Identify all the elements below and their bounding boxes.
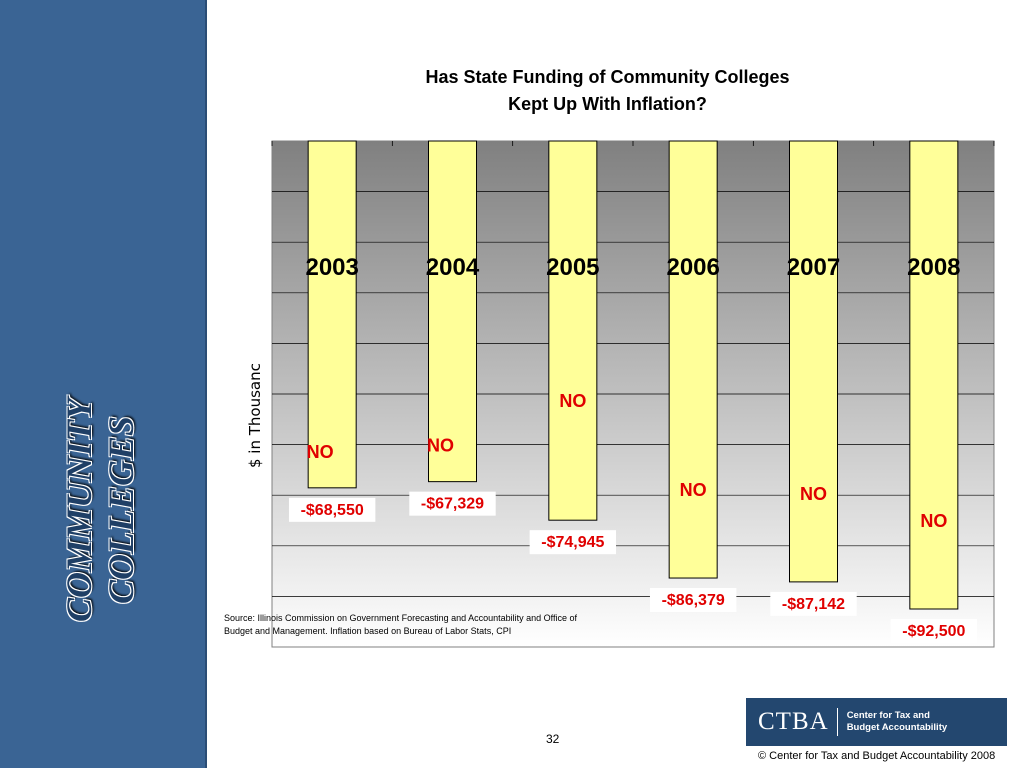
value-label: -$86,379 <box>662 592 725 609</box>
chart-title: Has State Funding of Community Colleges … <box>300 64 915 118</box>
chart-title-line2: Kept Up With Inflation? <box>508 94 707 114</box>
chart-title-line1: Has State Funding of Community Colleges <box>425 67 790 87</box>
logo-line1: Center for Tax and <box>846 710 930 721</box>
category-label: 2007 <box>787 254 840 281</box>
value-label: -$74,945 <box>541 534 604 551</box>
gridlines <box>271 141 995 597</box>
bar-2007 <box>789 140 838 583</box>
value-label-box <box>409 491 496 516</box>
answer-label: NO <box>920 511 947 531</box>
value-label: -$87,142 <box>782 596 845 613</box>
category-label: 2004 <box>426 254 480 281</box>
logo-line2: Budget Accountability <box>846 722 948 733</box>
value-label-box <box>288 497 376 522</box>
answer-label: NO <box>800 484 827 504</box>
answer-label: NO <box>559 391 586 411</box>
sidebar-panel: COMMUNITY COLLEGES <box>0 0 207 768</box>
bar-2008 <box>909 140 959 610</box>
value-label-box <box>529 530 617 555</box>
answer-label: NO <box>307 442 334 462</box>
value-label-box <box>890 619 978 643</box>
logo-text: Center for Tax and Budget Accountability <box>838 710 947 734</box>
logo-mark: CTBA <box>746 708 838 736</box>
value-label: -$92,500 <box>902 623 965 640</box>
category-label: 2008 <box>907 254 960 281</box>
bar-2003 <box>307 140 357 489</box>
copyright: © Center for Tax and Budget Accountabili… <box>758 750 996 762</box>
bar-2006 <box>668 140 718 579</box>
category-label: 2003 <box>305 254 358 281</box>
ctba-logo: CTBA Center for Tax and Budget Accountab… <box>746 698 1007 746</box>
bar-2005 <box>548 140 598 521</box>
bars <box>307 140 959 610</box>
value-label-box <box>649 588 737 613</box>
value-label-box <box>770 591 857 616</box>
answer-label: NO <box>680 480 707 500</box>
page-number: 32 <box>546 732 560 746</box>
source-note: Source: Illinois Commission on Governmen… <box>224 613 578 636</box>
bar-2004 <box>428 140 477 483</box>
value-label: -$68,550 <box>301 502 364 519</box>
answer-label: NO <box>427 436 454 456</box>
category-label: 2006 <box>666 254 719 281</box>
value-label: -$67,329 <box>421 496 484 513</box>
category-label: 2005 <box>546 254 599 281</box>
data-labels: 2003 NO -$68,550 2004 NO -$67,329 2005 NO -$74,9… <box>288 254 978 643</box>
